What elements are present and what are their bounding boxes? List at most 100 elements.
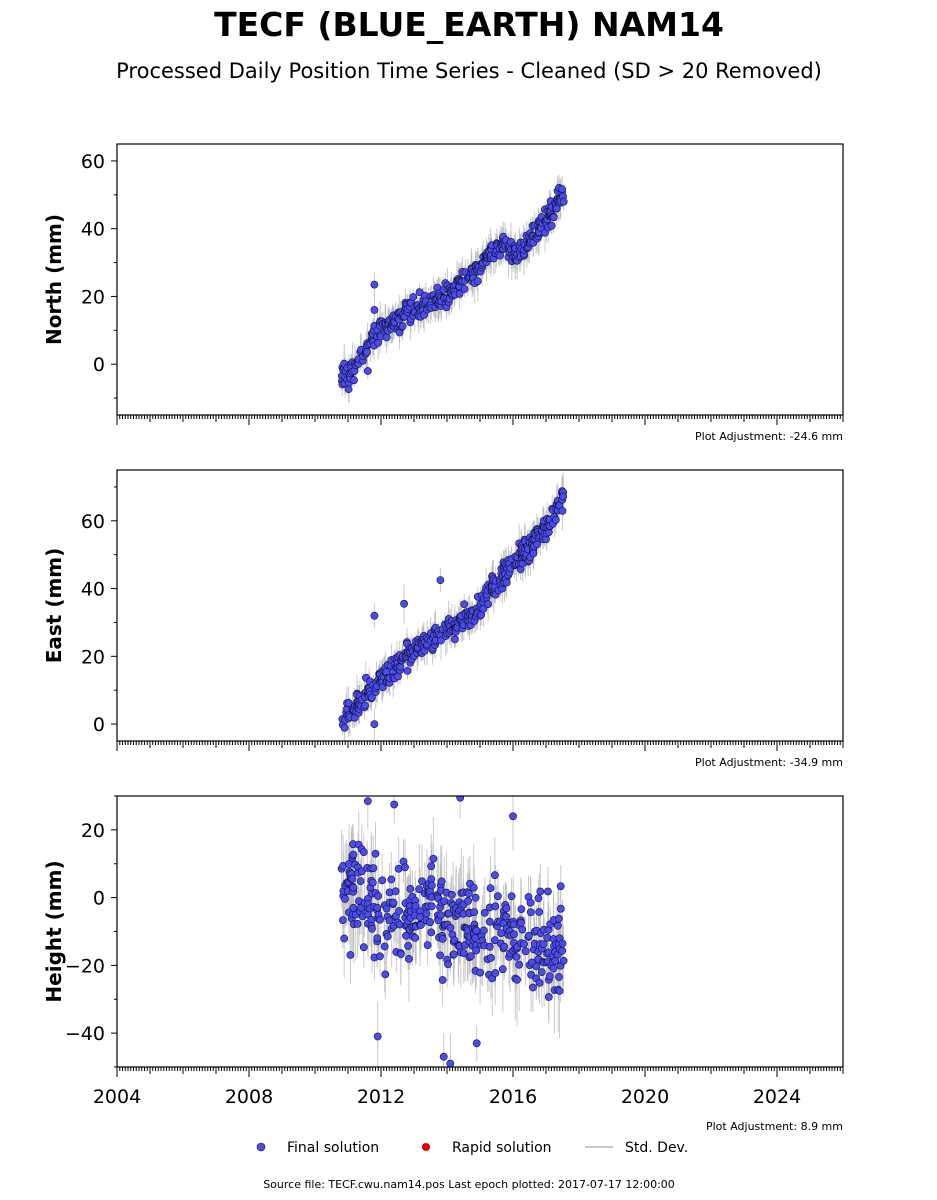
data-point — [460, 285, 469, 293]
data-point — [395, 907, 403, 915]
data-point — [473, 277, 482, 285]
y-tick-label: 0 — [93, 888, 105, 910]
data-point — [558, 939, 567, 948]
data-point — [427, 881, 436, 890]
height-plot-adjustment: Plot Adjustment: 8.9 mm — [706, 1120, 843, 1133]
data-point — [555, 973, 563, 981]
data-point — [502, 904, 511, 913]
data-point — [426, 918, 434, 927]
data-point — [559, 492, 568, 501]
data-point — [529, 983, 537, 992]
data-point — [368, 924, 376, 933]
data-point — [404, 942, 412, 950]
data-point — [423, 941, 432, 949]
data-point — [476, 968, 484, 977]
data-point — [526, 908, 535, 917]
y-tick-label: 60 — [81, 511, 105, 533]
data-point — [486, 954, 495, 962]
data-point — [363, 367, 372, 375]
data-point — [401, 863, 409, 872]
data-point — [344, 699, 353, 707]
data-point — [491, 902, 500, 911]
data-point — [559, 197, 568, 206]
data-point — [447, 890, 456, 899]
data-point — [411, 902, 420, 910]
data-point — [437, 877, 446, 886]
data-point — [509, 812, 517, 821]
data-point — [491, 969, 500, 977]
data-point — [356, 877, 365, 885]
y-tick-label: 20 — [81, 646, 105, 668]
chart-title: TECF (BLUE_EARTH) NAM14 — [214, 5, 724, 44]
east-stddev-bars — [341, 472, 564, 741]
data-point — [472, 946, 481, 955]
data-point — [493, 892, 502, 901]
data-point — [537, 968, 546, 976]
data-point — [455, 289, 464, 298]
data-point — [512, 953, 521, 961]
data-point — [427, 928, 436, 937]
data-point — [427, 902, 436, 911]
data-point — [510, 930, 518, 939]
data-point — [558, 185, 566, 193]
data-point — [363, 797, 372, 805]
data-point — [436, 911, 445, 920]
y-tick-label: 20 — [81, 820, 105, 842]
data-point — [349, 850, 358, 859]
north-ylabel: North (mm) — [42, 214, 66, 345]
data-point — [534, 894, 543, 903]
data-point — [490, 936, 499, 945]
data-point — [406, 885, 415, 893]
north-ticks: 0 20 40 60 — [81, 151, 844, 425]
x-tick-label: 2024 — [753, 1086, 801, 1108]
data-point — [484, 600, 492, 608]
legend-final-label: Final solution — [287, 1140, 379, 1156]
data-point — [385, 916, 394, 925]
legend-stddev-label: Std. Dev. — [625, 1140, 688, 1156]
data-point — [381, 970, 390, 979]
data-point — [418, 877, 426, 886]
data-point — [368, 878, 377, 887]
data-point — [429, 854, 438, 863]
data-point — [404, 955, 413, 963]
data-point — [525, 931, 533, 940]
y-tick-label: 0 — [93, 714, 105, 736]
data-point — [521, 947, 530, 956]
east-ylabel: East (mm) — [42, 548, 66, 664]
data-point — [502, 578, 511, 587]
data-point — [460, 600, 469, 609]
data-point — [551, 516, 560, 524]
east-plot-adjustment: Plot Adjustment: -34.9 mm — [695, 756, 843, 769]
data-point — [559, 956, 568, 965]
data-point — [469, 883, 478, 892]
data-point — [549, 213, 558, 222]
data-point — [370, 720, 379, 728]
data-point — [517, 918, 525, 927]
data-point — [536, 887, 545, 896]
data-point — [373, 903, 382, 912]
data-point — [535, 979, 544, 987]
y-tick-label: 20 — [81, 286, 105, 308]
data-point — [349, 883, 358, 892]
data-point — [547, 221, 556, 230]
data-point — [383, 932, 392, 941]
data-point — [427, 862, 436, 871]
data-point — [359, 943, 368, 952]
data-point — [470, 908, 479, 916]
data-point — [438, 935, 447, 943]
height-panel: −40 −20 0 20 2004 2008 2012 2016 2020 2024 Height… — [42, 795, 844, 1133]
x-tick-label: 2016 — [489, 1086, 537, 1108]
y-tick-label: 60 — [81, 151, 105, 173]
data-point — [471, 934, 480, 942]
north-data-points — [337, 183, 568, 393]
legend: Final solution Rapid solution Std. Dev. — [256, 1140, 688, 1156]
data-point — [544, 993, 553, 1001]
y-tick-label: 40 — [81, 579, 105, 601]
x-tick-label: 2008 — [225, 1086, 273, 1108]
height-ylabel: Height (mm) — [42, 860, 66, 1002]
data-point — [398, 322, 407, 331]
height-data-points — [337, 796, 568, 1067]
data-point — [370, 611, 379, 620]
data-point — [370, 280, 379, 289]
data-point — [437, 636, 445, 645]
